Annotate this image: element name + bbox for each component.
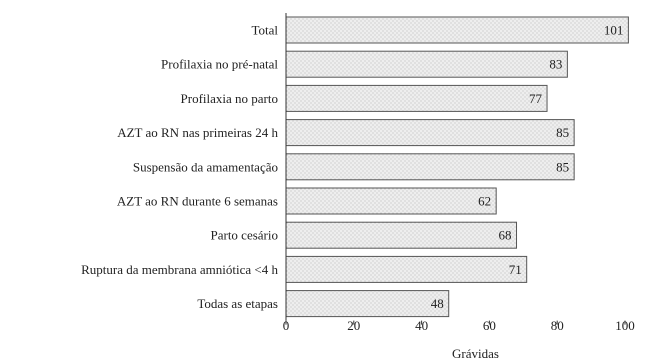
x-tick-label: 60 — [483, 318, 496, 333]
category-label: AZT ao RN durante 6 semanas — [117, 194, 278, 209]
value-label: 62 — [478, 194, 491, 209]
value-label: 48 — [431, 296, 444, 311]
value-label: 71 — [509, 262, 522, 277]
bar — [285, 290, 450, 318]
bar — [285, 119, 575, 147]
x-tick-label: 100 — [615, 318, 635, 333]
x-axis-title: Grávidas — [452, 346, 499, 361]
category-label: Parto cesário — [210, 228, 278, 243]
value-label: 101 — [604, 23, 624, 38]
category-label: Profilaxia no parto — [181, 91, 278, 106]
bar — [285, 187, 497, 215]
bar — [285, 153, 575, 181]
x-tick-label: 20 — [347, 318, 360, 333]
x-tick-label: 80 — [551, 318, 564, 333]
category-label: Total — [251, 23, 278, 38]
value-label: 85 — [556, 159, 569, 174]
x-tick-label: 40 — [415, 318, 428, 333]
bar — [285, 255, 528, 283]
category-label: AZT ao RN nas primeiras 24 h — [117, 125, 278, 140]
category-label: Todas as etapas — [197, 296, 278, 311]
category-label: Ruptura da membrana amniótica <4 h — [81, 262, 278, 277]
value-label: 85 — [556, 125, 569, 140]
bar — [285, 50, 568, 78]
category-label: Profilaxia no pré-natal — [161, 57, 278, 72]
plot-area: Total 101 Profilaxia no pré-natal 83 Profila… — [81, 13, 635, 361]
bar — [285, 221, 518, 249]
value-label: 68 — [499, 228, 512, 243]
category-label: Suspensão da amamentação — [133, 159, 278, 174]
x-tick-label: 0 — [283, 318, 290, 333]
bar — [285, 84, 548, 112]
bar — [285, 16, 629, 44]
value-label: 77 — [529, 91, 543, 106]
value-label: 83 — [549, 57, 562, 72]
